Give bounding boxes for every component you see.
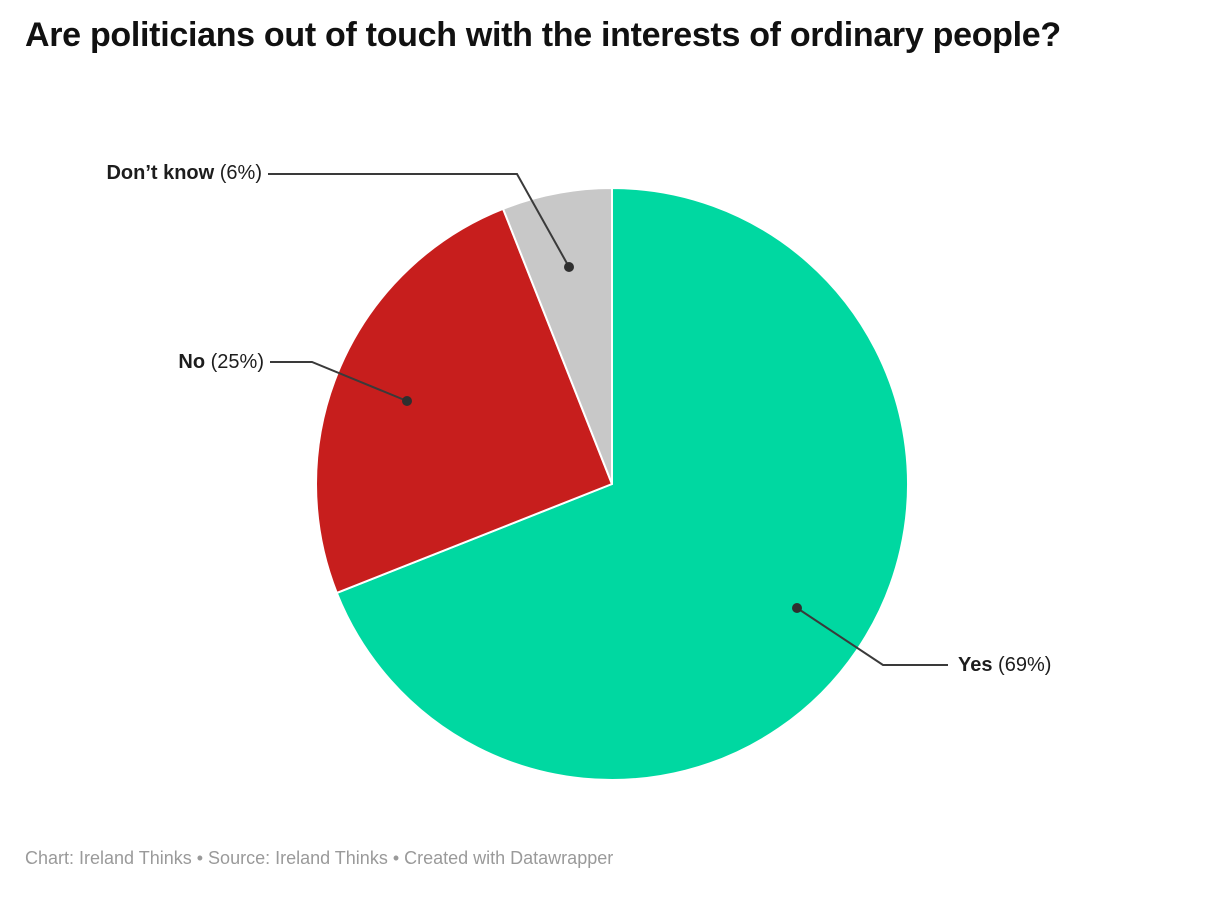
leader-dot-yes xyxy=(792,603,802,613)
leader-dot-don-t-know xyxy=(564,262,574,272)
pie-label-name: Yes xyxy=(958,654,993,676)
chart-footer: Chart: Ireland Thinks • Source: Ireland … xyxy=(25,848,614,868)
pie-label-name: Don’t know xyxy=(106,162,215,184)
pie-slice-no xyxy=(315,207,613,594)
pie-label-yes: Yes (69%) xyxy=(958,655,1051,675)
pie-label-don-t-know: Don’t know (6%) xyxy=(106,163,262,183)
leader-dot-no xyxy=(402,396,412,406)
pie-label-value: (69%) xyxy=(998,654,1052,676)
leader-line-no xyxy=(270,361,408,402)
pie-slice-yes xyxy=(335,187,909,781)
pie-label-no: No (25%) xyxy=(178,352,264,372)
leader-line-don-t-know xyxy=(268,173,570,268)
pie-label-value: (25%) xyxy=(210,351,264,373)
pie-slice-don-t-know xyxy=(502,187,613,485)
pie-label-value: (6%) xyxy=(219,162,262,184)
leader-line-yes xyxy=(796,607,948,666)
pie-label-name: No xyxy=(178,351,206,373)
chart-title: Are politicians out of touch with the in… xyxy=(25,16,1061,54)
